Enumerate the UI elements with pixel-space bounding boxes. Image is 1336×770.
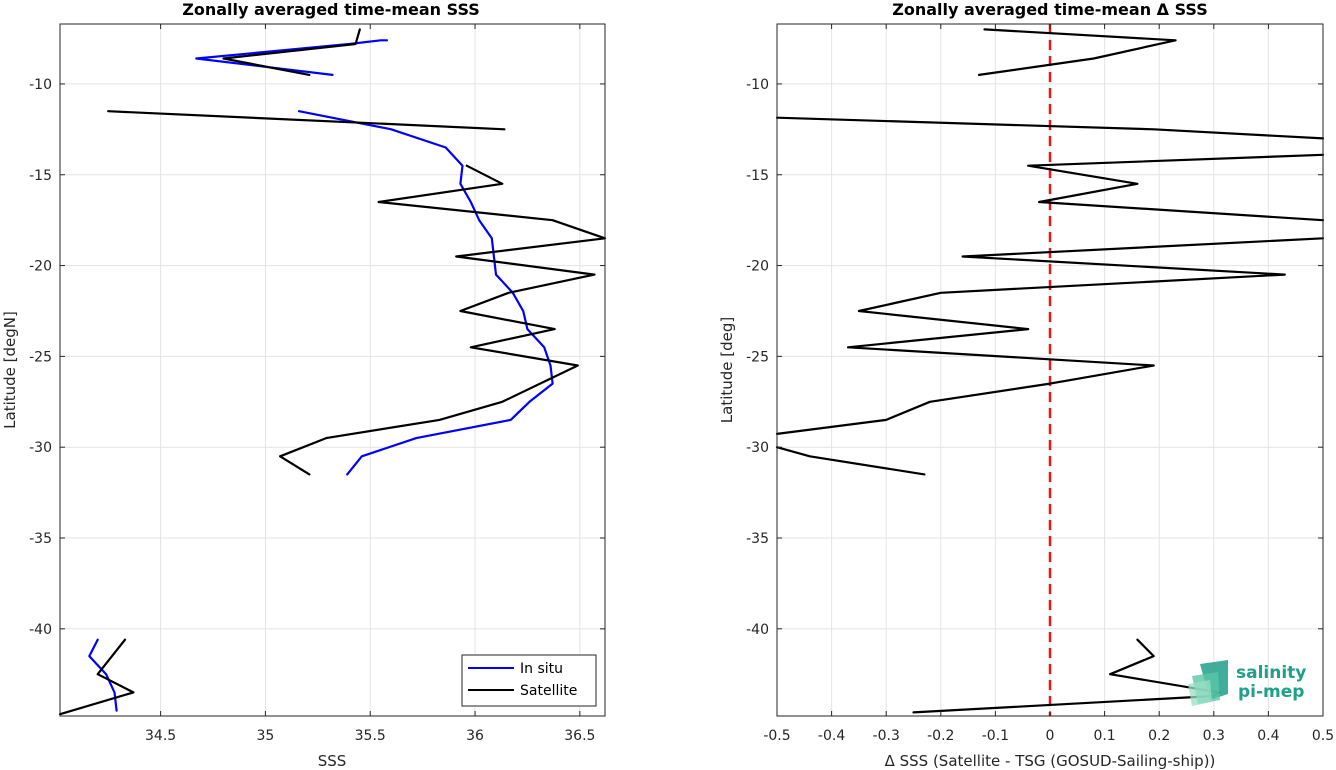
series-layer — [775, 28, 1325, 714]
legend-label-in-situ: In situ — [520, 661, 563, 677]
sss-profile-plot: Zonally averaged time-mean SSS 34.5 35 35.… — [1, 0, 607, 770]
y-tick-label: -30 — [746, 440, 769, 456]
y-axis-label: Latitude [deg] — [718, 317, 736, 423]
x-tick-label: -0.4 — [818, 728, 845, 744]
x-tick-label: -0.2 — [927, 728, 954, 744]
series-layer — [58, 28, 607, 716]
x-tick-label: 0 — [1046, 728, 1055, 744]
x-axis-label: SSS — [318, 752, 347, 770]
y-tick-label: -10 — [746, 77, 769, 93]
x-tick-label: -0.1 — [982, 728, 1009, 744]
x-tick-label: 0.3 — [1203, 728, 1225, 744]
logo-text-pi-mep: pi-mep — [1238, 682, 1304, 702]
y-tick-label: -20 — [29, 259, 52, 275]
series-line-delta-sss — [775, 237, 1325, 435]
grid — [60, 24, 605, 716]
x-tick-label: 35.5 — [355, 728, 386, 744]
y-tick-label: -25 — [746, 349, 769, 365]
y-tick-label: -40 — [746, 622, 769, 638]
logo-wave-icon — [1188, 660, 1228, 706]
series-line-delta-sss — [775, 116, 1325, 140]
y-tick-label: -30 — [29, 440, 52, 456]
series-line-satellite — [58, 638, 135, 716]
y-tick-label: -15 — [746, 168, 769, 184]
x-tick-label: 0.4 — [1257, 728, 1279, 744]
delta-sss-profile-plot: Zonally averaged time-mean Δ SSS -0.5 -0.… — [718, 0, 1334, 770]
y-axis-label: Latitude [degN] — [1, 311, 19, 429]
ticks: 34.5 35 35.5 36 36.5 -10 -15 -20 -25 -30 -35 -40 — [29, 24, 605, 744]
y-tick-label: -35 — [746, 531, 769, 547]
y-tick-label: -25 — [29, 349, 52, 365]
x-tick-label: 36 — [466, 728, 484, 744]
y-tick-label: -10 — [29, 77, 52, 93]
y-tick-label: -15 — [29, 168, 52, 184]
series-line-satellite — [107, 110, 506, 131]
y-tick-label: -40 — [29, 622, 52, 638]
x-axis-label: Δ SSS (Satellite - TSG (GOSUD-Sailing-sh… — [885, 752, 1216, 770]
y-tick-label: -35 — [29, 531, 52, 547]
axes-box — [59, 23, 606, 717]
x-tick-label: 0.2 — [1148, 728, 1170, 744]
logo-text-salinity: salinity — [1236, 663, 1306, 683]
x-tick-label: 35 — [257, 728, 275, 744]
series-line-delta-sss — [912, 638, 1221, 714]
plot-area — [60, 24, 605, 716]
series-line-delta-sss — [977, 28, 1177, 77]
salinity-pi-mep-logo: salinity pi-mep — [1188, 660, 1306, 706]
x-tick-label: 0.5 — [1312, 728, 1334, 744]
plot-title: Zonally averaged time-mean SSS — [182, 0, 480, 19]
legend: In situ Satellite — [461, 654, 597, 707]
y-tick-label: -20 — [746, 259, 769, 275]
legend-label-satellite: Satellite — [520, 683, 577, 699]
series-line-delta-sss — [1027, 153, 1325, 222]
x-tick-label: 36.5 — [564, 728, 595, 744]
plot-title: Zonally averaged time-mean Δ SSS — [892, 0, 1208, 19]
x-tick-label: 0.1 — [1093, 728, 1115, 744]
x-tick-label: -0.3 — [873, 728, 900, 744]
x-tick-label: 34.5 — [145, 728, 176, 744]
series-line-satellite — [222, 28, 361, 77]
series-line-satellite — [279, 164, 607, 476]
ticks: -0.5 -0.4 -0.3 -0.2 -0.1 0 0.1 0.2 0.3 0.4 0.5 -10 -… — [746, 24, 1334, 744]
series-line-delta-sss — [775, 446, 926, 476]
x-tick-label: -0.5 — [763, 728, 790, 744]
legend-box — [461, 654, 597, 707]
